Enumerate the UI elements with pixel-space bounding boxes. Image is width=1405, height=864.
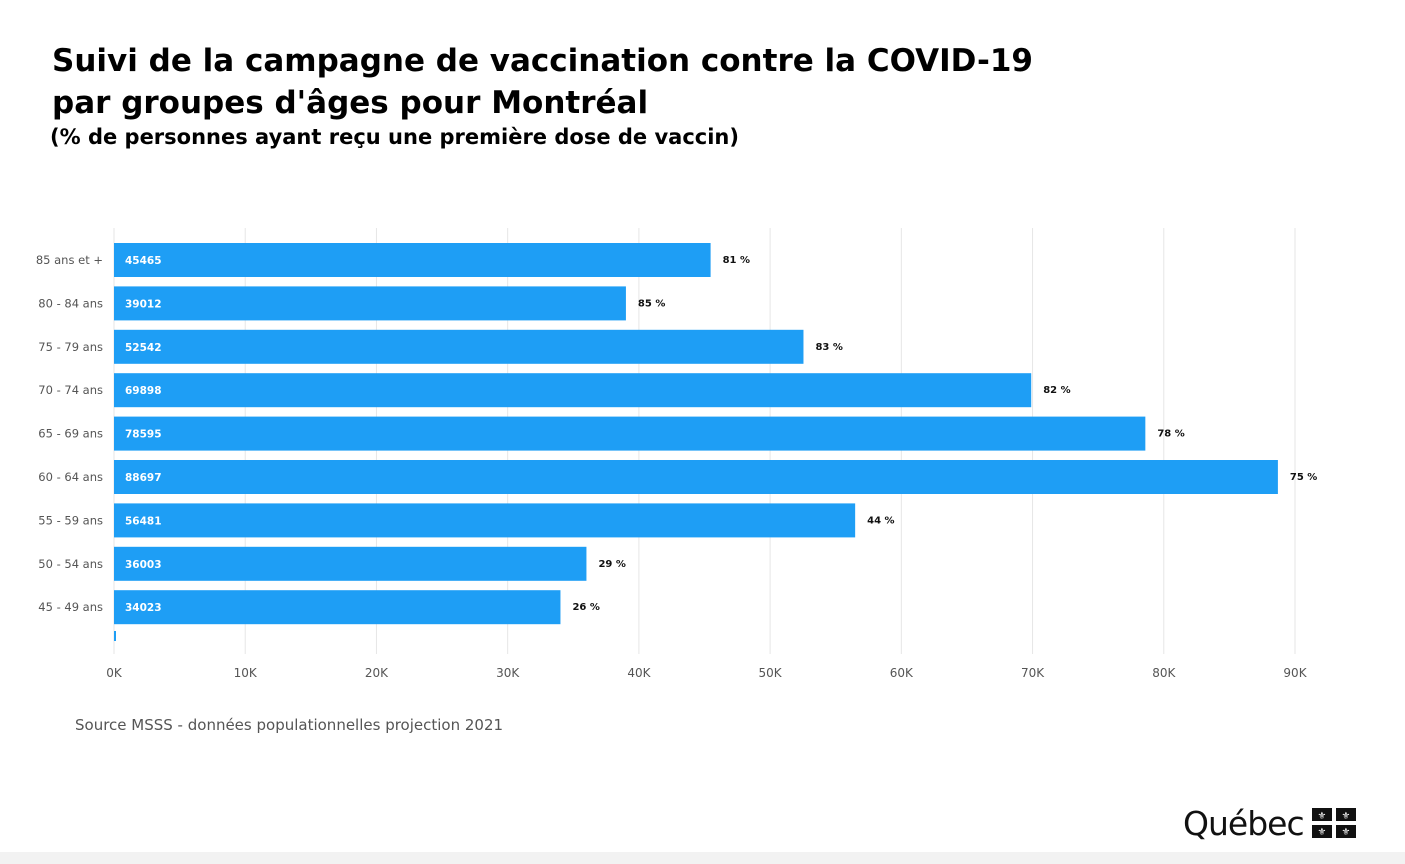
x-tick-label: 50K <box>759 666 783 680</box>
x-tick-label: 90K <box>1283 666 1307 680</box>
y-tick-label: 45 - 49 ans <box>38 600 103 614</box>
y-tick-label: 60 - 64 ans <box>38 470 103 484</box>
x-tick-label: 30K <box>496 666 520 680</box>
zero-axis-marker <box>114 631 116 641</box>
title-line-2: par groupes d'âges pour Montréal <box>52 85 649 121</box>
bar-percent-label: 81 % <box>723 255 750 266</box>
bar-chart: 45465 81 % 39012 85 % 52542 83 % 69898 82 % 7859… <box>36 228 1317 680</box>
axis-layer: 0K 10K 20K 30K 40K 50K 60K 70K 80K 90K 85 ans et +… <box>36 253 1308 680</box>
bar <box>114 329 804 364</box>
bar <box>114 373 1032 408</box>
bar-percent-label: 83 % <box>815 342 842 353</box>
bar <box>114 460 1278 494</box>
x-tick-label: 80K <box>1152 666 1176 680</box>
bar-percent-label: 26 % <box>572 602 599 613</box>
bar <box>114 503 856 538</box>
x-tick-label: 10K <box>234 666 258 680</box>
y-tick-label: 65 - 69 ans <box>38 427 103 441</box>
bar-value-label: 39012 <box>125 298 162 310</box>
bar <box>114 590 561 625</box>
fleur-de-lis-flag-icon: ⚜ ⚜ ⚜ ⚜ <box>1311 808 1356 838</box>
bar-value-label: 45465 <box>125 255 162 267</box>
svg-text:⚜: ⚜ <box>1317 827 1326 838</box>
bar-value-label: 34023 <box>125 602 162 614</box>
bar-value-label: 88697 <box>125 472 162 484</box>
y-tick-label: 80 - 84 ans <box>38 296 103 310</box>
bars-layer <box>114 243 1278 641</box>
chart-subtitle: (% de personnes ayant reçu une première … <box>50 125 739 149</box>
bar-percent-label: 29 % <box>598 559 625 570</box>
y-tick-label: 70 - 74 ans <box>38 383 103 397</box>
x-tick-label: 20K <box>365 666 389 680</box>
bar-value-label: 56481 <box>125 515 162 527</box>
title-line-1: Suivi de la campagne de vaccination cont… <box>52 43 1033 79</box>
bar-value-label: 69898 <box>125 385 162 397</box>
bar-value-label: 78595 <box>125 429 162 441</box>
bar-percent-label: 44 % <box>867 515 894 526</box>
bar-percent-label: 75 % <box>1290 472 1317 483</box>
bar <box>114 416 1146 451</box>
x-tick-label: 40K <box>627 666 651 680</box>
labels-layer: 45465 81 % 39012 85 % 52542 83 % 69898 82 % 7859… <box>125 255 1317 614</box>
bar-value-label: 36003 <box>125 559 162 571</box>
y-tick-label: 75 - 79 ans <box>38 340 103 354</box>
x-tick-label: 60K <box>890 666 914 680</box>
quebec-logo: Québec ⚜ ⚜ ⚜ ⚜ <box>1183 800 1356 846</box>
x-tick-label: 70K <box>1021 666 1045 680</box>
bar-percent-label: 78 % <box>1157 429 1184 440</box>
chart-title: Suivi de la campagne de vaccination cont… <box>52 40 1033 124</box>
bar-value-label: 52542 <box>125 342 162 354</box>
svg-text:⚜: ⚜ <box>1341 811 1350 822</box>
x-tick-label: 0K <box>106 666 123 680</box>
bar <box>114 546 587 581</box>
quebec-wordmark: Québec <box>1183 803 1305 843</box>
y-tick-label: 50 - 54 ans <box>38 557 103 571</box>
y-tick-label: 55 - 59 ans <box>38 513 103 527</box>
source-note: Source MSSS - données populationnelles p… <box>75 716 504 734</box>
bar <box>114 243 711 277</box>
svg-text:⚜: ⚜ <box>1317 811 1326 822</box>
bar-percent-label: 82 % <box>1043 385 1070 396</box>
svg-text:⚜: ⚜ <box>1341 827 1350 838</box>
footer-strip <box>0 852 1405 864</box>
bar <box>114 286 626 321</box>
bar-percent-label: 85 % <box>638 298 665 309</box>
y-tick-label: 85 ans et + <box>36 253 103 267</box>
